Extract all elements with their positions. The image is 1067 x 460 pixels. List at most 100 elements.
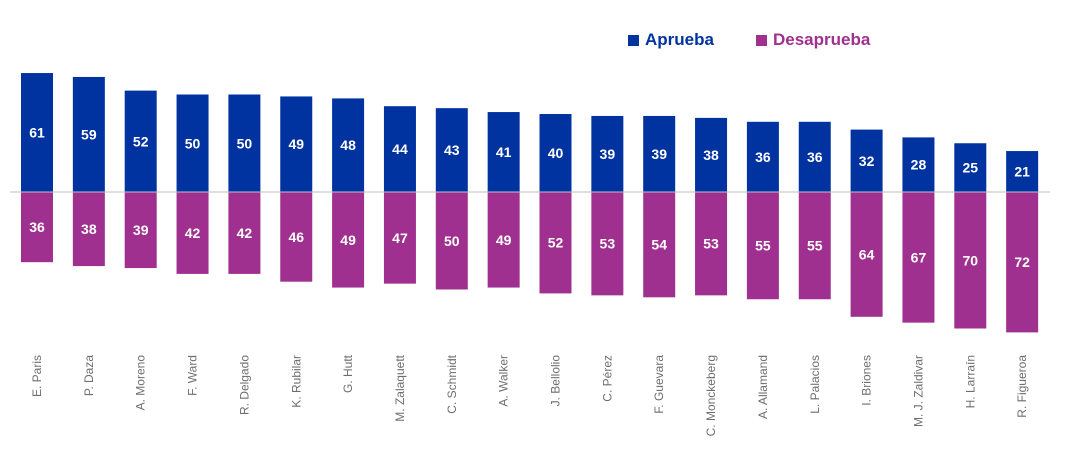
bar-aprueba bbox=[124, 90, 157, 192]
data-label-aprueba: 59 bbox=[81, 126, 97, 142]
data-label-desaprueba: 67 bbox=[911, 249, 927, 265]
bar-aprueba bbox=[643, 115, 676, 192]
bar-aprueba bbox=[72, 76, 105, 192]
bar-desaprueba bbox=[850, 192, 883, 317]
bar-desaprueba bbox=[902, 192, 935, 323]
x-tick-label: L. Palacios bbox=[808, 355, 822, 414]
data-label-aprueba: 43 bbox=[444, 142, 460, 158]
data-label-aprueba: 25 bbox=[963, 160, 979, 176]
data-label-desaprueba: 52 bbox=[548, 235, 564, 251]
x-tick-label: C. Monckeberg bbox=[704, 355, 718, 436]
data-label-aprueba: 39 bbox=[600, 146, 616, 162]
bar-aprueba bbox=[176, 94, 209, 192]
bar-desaprueba bbox=[539, 192, 572, 294]
data-label-desaprueba: 54 bbox=[651, 237, 667, 253]
x-tick-label: R. Delgado bbox=[237, 355, 251, 415]
x-tick-label: F. Guevara bbox=[652, 355, 666, 414]
data-label-aprueba: 61 bbox=[29, 125, 45, 141]
bar-desaprueba bbox=[643, 192, 676, 298]
bar-aprueba bbox=[280, 96, 313, 192]
bar-aprueba bbox=[487, 112, 520, 192]
data-label-desaprueba: 50 bbox=[444, 233, 460, 249]
data-label-desaprueba: 55 bbox=[755, 238, 771, 254]
bar-aprueba bbox=[902, 137, 935, 192]
bar-desaprueba bbox=[954, 192, 987, 329]
data-label-aprueba: 41 bbox=[496, 144, 512, 160]
bar-desaprueba bbox=[280, 192, 313, 282]
bar-aprueba bbox=[850, 129, 883, 192]
bar-desaprueba bbox=[21, 192, 53, 263]
bar-aprueba bbox=[695, 117, 728, 192]
bar-desaprueba bbox=[591, 192, 624, 296]
bar-desaprueba bbox=[383, 192, 416, 284]
data-label-aprueba: 50 bbox=[237, 135, 253, 151]
bar-desaprueba bbox=[124, 192, 157, 269]
x-tick-label: F. Ward bbox=[186, 355, 200, 396]
bar-desaprueba bbox=[746, 192, 779, 300]
data-label-desaprueba: 49 bbox=[496, 232, 512, 248]
data-label-desaprueba: 36 bbox=[29, 219, 45, 235]
x-tick-label: A. Walker bbox=[497, 355, 511, 407]
x-tick-label: A. Allamand bbox=[756, 355, 770, 419]
data-label-aprueba: 28 bbox=[911, 157, 927, 173]
legend-item-desaprueba: Desaprueba bbox=[755, 30, 871, 50]
data-label-desaprueba: 64 bbox=[859, 246, 875, 262]
data-label-aprueba: 52 bbox=[133, 133, 149, 149]
data-label-desaprueba: 39 bbox=[133, 222, 149, 238]
bar-aprueba bbox=[591, 115, 624, 192]
bar-desaprueba bbox=[332, 192, 365, 288]
legend-label-desaprueba: Desaprueba bbox=[772, 30, 871, 49]
data-label-desaprueba: 42 bbox=[237, 225, 253, 241]
bar-desaprueba bbox=[72, 192, 105, 267]
bar-desaprueba bbox=[487, 192, 520, 288]
data-label-aprueba: 32 bbox=[859, 153, 875, 169]
data-label-desaprueba: 55 bbox=[807, 238, 823, 254]
bar-desaprueba bbox=[695, 192, 728, 296]
bar-desaprueba bbox=[1006, 192, 1039, 333]
bar-aprueba bbox=[954, 143, 987, 192]
x-tick-label: C. Pérez bbox=[600, 355, 614, 402]
data-label-desaprueba: 49 bbox=[340, 232, 356, 248]
data-label-aprueba: 21 bbox=[1014, 164, 1030, 180]
legend-swatch-desaprueba bbox=[755, 34, 767, 46]
data-label-desaprueba: 46 bbox=[288, 229, 304, 245]
legend-label-aprueba: Aprueba bbox=[645, 30, 714, 49]
bar-desaprueba bbox=[176, 192, 209, 274]
bar-aprueba bbox=[383, 106, 416, 192]
legend: Aprueba Desaprueba bbox=[628, 30, 912, 50]
bar-aprueba bbox=[228, 94, 261, 192]
x-tick-label: M. Zalaquett bbox=[393, 354, 407, 421]
x-tick-label: R. Figueroa bbox=[1015, 355, 1029, 418]
bar-aprueba bbox=[798, 121, 831, 192]
x-tick-label: C. Schmidt bbox=[445, 354, 459, 413]
bar-aprueba bbox=[21, 73, 53, 192]
legend-item-aprueba: Aprueba bbox=[628, 30, 714, 50]
data-label-aprueba: 39 bbox=[651, 146, 667, 162]
x-tick-label: I. Briones bbox=[860, 355, 874, 406]
bar-aprueba bbox=[435, 108, 468, 192]
x-tick-label: G. Hutt bbox=[341, 354, 355, 393]
bar-desaprueba bbox=[798, 192, 831, 300]
x-tick-label: H. Larraín bbox=[963, 355, 977, 408]
data-label-desaprueba: 70 bbox=[963, 252, 979, 268]
data-label-aprueba: 36 bbox=[755, 149, 771, 165]
x-tick-label: E. Paris bbox=[30, 355, 44, 397]
x-tick-label: P. Daza bbox=[82, 355, 96, 396]
data-label-desaprueba: 72 bbox=[1014, 254, 1030, 270]
data-label-aprueba: 50 bbox=[185, 135, 201, 151]
legend-swatch-aprueba bbox=[628, 34, 639, 46]
data-label-desaprueba: 38 bbox=[81, 221, 97, 237]
x-tick-label: A. Moreno bbox=[134, 355, 148, 411]
data-label-desaprueba: 42 bbox=[185, 225, 201, 241]
data-label-aprueba: 40 bbox=[548, 145, 564, 161]
bar-aprueba bbox=[746, 121, 779, 192]
bar-desaprueba bbox=[228, 192, 261, 274]
data-label-aprueba: 44 bbox=[392, 141, 408, 157]
data-label-desaprueba: 47 bbox=[392, 230, 408, 246]
data-label-desaprueba: 53 bbox=[600, 236, 616, 252]
bar-aprueba bbox=[539, 114, 572, 192]
bar-aprueba bbox=[332, 98, 365, 192]
bar-desaprueba bbox=[435, 192, 468, 290]
data-label-aprueba: 36 bbox=[807, 149, 823, 165]
